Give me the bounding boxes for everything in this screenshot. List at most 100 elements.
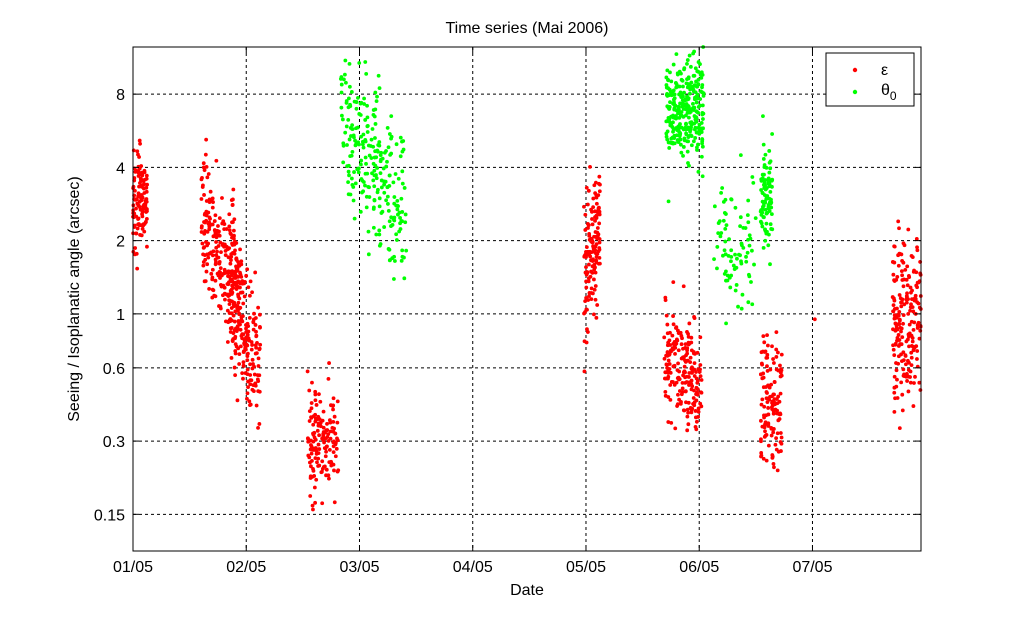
seeing-point	[896, 313, 901, 318]
data-points	[131, 45, 923, 512]
seeing-point	[769, 433, 774, 438]
seeing-point	[314, 448, 319, 453]
isoplanatic-angle-point	[746, 198, 751, 203]
isoplanatic-angle-point	[746, 300, 751, 305]
seeing-point	[901, 321, 905, 326]
seeing-point	[774, 355, 779, 359]
seeing-point	[257, 312, 262, 317]
isoplanatic-angle-point	[349, 134, 353, 138]
seeing-point	[328, 429, 333, 434]
seeing-point	[908, 308, 912, 313]
seeing-point	[593, 270, 598, 275]
seeing-point	[891, 347, 896, 352]
seeing-point	[213, 213, 218, 218]
isoplanatic-angle-point	[385, 126, 390, 130]
seeing-point	[241, 364, 246, 368]
isoplanatic-angle-point	[362, 96, 366, 101]
seeing-point	[201, 260, 206, 264]
seeing-point	[905, 379, 909, 383]
isoplanatic-angle-point	[733, 288, 738, 293]
seeing-point	[691, 401, 695, 406]
seeing-point	[760, 362, 765, 367]
isoplanatic-angle-point	[378, 171, 383, 176]
isoplanatic-angle-point	[404, 248, 409, 253]
seeing-point	[594, 195, 599, 200]
seeing-point	[910, 339, 915, 344]
isoplanatic-angle-point	[357, 61, 362, 65]
isoplanatic-angle-point	[682, 67, 686, 72]
seeing-point	[142, 191, 147, 195]
seeing-point	[320, 501, 325, 506]
seeing-point	[597, 221, 602, 226]
seeing-point	[332, 500, 337, 505]
isoplanatic-angle-point	[340, 117, 345, 122]
seeing-point	[138, 141, 142, 146]
seeing-point	[201, 183, 205, 188]
seeing-point	[915, 245, 919, 250]
seeing-point	[893, 396, 897, 401]
isoplanatic-angle-point	[354, 100, 359, 105]
isoplanatic-angle-point	[729, 197, 734, 202]
y-tick-label: 4	[116, 160, 125, 177]
seeing-point	[229, 326, 234, 330]
isoplanatic-angle-point	[371, 144, 376, 149]
isoplanatic-angle-point	[400, 248, 405, 253]
seeing-point	[764, 458, 769, 463]
isoplanatic-angle-point	[761, 157, 766, 161]
isoplanatic-angle-point	[689, 143, 694, 148]
seeing-point	[139, 184, 144, 188]
seeing-point	[592, 312, 596, 317]
isoplanatic-angle-point	[701, 126, 705, 131]
seeing-point	[333, 442, 338, 447]
isoplanatic-angle-point	[719, 231, 724, 235]
isoplanatic-angle-point	[347, 62, 352, 66]
seeing-point	[313, 412, 318, 417]
seeing-point	[915, 326, 920, 330]
seeing-point	[311, 468, 316, 473]
seeing-point	[237, 312, 242, 317]
seeing-point	[778, 440, 783, 444]
isoplanatic-angle-point	[733, 205, 738, 210]
seeing-point	[910, 305, 915, 310]
seeing-point	[207, 227, 212, 232]
isoplanatic-angle-point	[339, 113, 344, 118]
seeing-point	[222, 285, 227, 290]
seeing-point	[587, 294, 591, 299]
seeing-point	[679, 333, 684, 338]
seeing-point	[225, 340, 230, 344]
seeing-point	[226, 280, 231, 285]
isoplanatic-angle-point	[392, 201, 397, 206]
seeing-point	[689, 366, 694, 371]
isoplanatic-angle-point	[382, 150, 387, 155]
seeing-point	[691, 396, 696, 400]
seeing-point	[237, 306, 242, 311]
seeing-point	[250, 290, 254, 295]
seeing-point	[684, 380, 689, 384]
seeing-point	[765, 352, 770, 357]
seeing-point	[593, 244, 598, 249]
seeing-point	[221, 219, 226, 224]
seeing-point	[135, 266, 140, 271]
seeing-point	[687, 371, 692, 375]
seeing-point	[134, 231, 139, 236]
seeing-point	[321, 409, 326, 414]
seeing-point	[594, 255, 599, 259]
seeing-point	[325, 421, 329, 426]
isoplanatic-angle-point	[679, 150, 684, 155]
seeing-point	[699, 378, 704, 382]
seeing-point	[235, 325, 240, 330]
isoplanatic-angle-point	[348, 125, 353, 130]
seeing-point	[899, 329, 903, 334]
seeing-point	[905, 291, 909, 296]
seeing-point	[584, 279, 588, 284]
seeing-point	[765, 343, 770, 348]
seeing-point	[897, 226, 901, 231]
isoplanatic-angle-point	[346, 180, 350, 185]
seeing-point	[228, 330, 233, 334]
isoplanatic-angle-point	[694, 130, 699, 135]
seeing-point	[131, 148, 136, 153]
seeing-point	[228, 261, 233, 266]
seeing-point	[231, 187, 236, 192]
isoplanatic-angle-point	[678, 122, 682, 126]
isoplanatic-angle-point	[740, 292, 745, 297]
